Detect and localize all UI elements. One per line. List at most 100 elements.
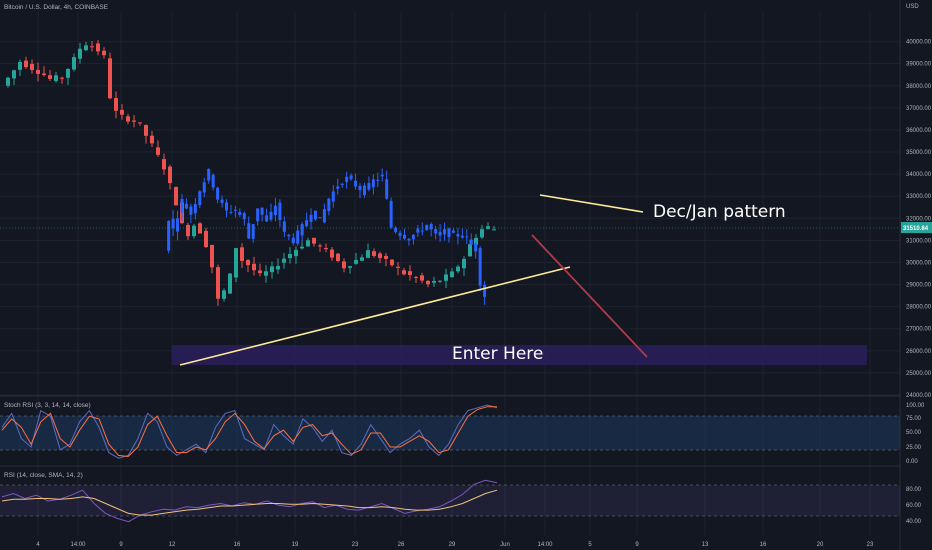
candle-body [402, 270, 406, 275]
price-tick-label: 40000.00 [906, 40, 932, 46]
projection-bar [260, 207, 264, 215]
projection-bar [176, 218, 180, 232]
price-tick-label: 33000.00 [906, 194, 932, 200]
candle-body [60, 77, 64, 79]
projection-bar [180, 198, 184, 213]
ascending-trendline[interactable] [179, 266, 571, 366]
price-tick-label: 27000.00 [906, 327, 932, 333]
price-tick-label: 36000.00 [906, 128, 932, 134]
projection-bar [371, 179, 375, 188]
projection-bar [314, 210, 317, 220]
candle-body [474, 237, 478, 246]
projection-bar [443, 229, 447, 235]
stoch-rsi-title: Stoch RSI (3, 3, 14, 14, close) [4, 402, 91, 409]
candle-body [492, 229, 496, 231]
candle-body [444, 274, 448, 281]
projection-bar [220, 199, 224, 203]
candle-body [102, 50, 106, 56]
projection-bar [238, 212, 242, 216]
candle-body [114, 98, 118, 111]
projection-bar [336, 186, 340, 189]
projection-bar [385, 179, 389, 199]
enter-here-annotation: Enter Here [452, 344, 543, 364]
projected-price-path [167, 168, 487, 305]
candle-body [372, 251, 376, 256]
price-axis[interactable]: 40000.00 39000.00 38000.00 37000.00 36000.00… [906, 40, 932, 399]
oscillator-series-line [1, 479, 498, 523]
candle-body [210, 244, 214, 268]
candle-body [78, 48, 82, 59]
rsi-lines [1, 479, 498, 523]
projection-bar [287, 234, 291, 237]
candle-body [450, 271, 454, 278]
oscillator-tick-label: 60.00 [906, 503, 922, 509]
oscillator-tick-label: 0.00 [906, 459, 918, 465]
candle-body [462, 258, 466, 269]
currency-label: USD [906, 4, 919, 10]
rsi-band [0, 485, 900, 516]
projection-bar [425, 225, 429, 230]
projection-bar [207, 168, 211, 181]
time-tick-label: 23 [867, 542, 874, 548]
time-tick-label: 20 [817, 542, 824, 548]
projection-bar [483, 284, 487, 297]
candle-body [174, 186, 178, 206]
candle-body [288, 253, 292, 259]
projection-bar [434, 229, 438, 234]
pattern-pointer-line[interactable] [539, 194, 644, 213]
candle-body [108, 58, 112, 99]
price-tick-label: 34000.00 [906, 172, 932, 178]
oscillator-tick-label: 75.00 [906, 416, 922, 422]
price-tick-label: 30000.00 [906, 260, 932, 266]
symbol-header: Bitcoin / U.S. Dollar, 4h, COINBASE [4, 4, 109, 11]
candle-body [324, 248, 328, 250]
time-axis[interactable]: 4 14:00 9 12 16 19 23 26 29 Jun 14:00 5 9 13 16 20 23 [36, 542, 874, 548]
oscillator-series-line [1, 404, 498, 459]
projection-bar [296, 230, 300, 244]
projection-bar [167, 220, 171, 251]
candle-body [192, 225, 196, 237]
time-tick-label: 14:00 [537, 542, 553, 548]
oscillator-tick-label: 40.00 [906, 519, 922, 525]
candle-body [330, 249, 334, 258]
candle-body [318, 245, 322, 247]
projection-bar [340, 183, 344, 186]
projection-bar [416, 228, 420, 233]
candle-body [24, 60, 28, 68]
projection-bar [380, 174, 384, 177]
projection-bar [389, 200, 393, 228]
oscillator-tick-label: 25.00 [906, 445, 922, 451]
candle-body [384, 255, 388, 259]
price-tick-label: 39000.00 [906, 62, 932, 68]
candle-body [438, 280, 442, 282]
projection-bar [202, 182, 206, 193]
time-tick-label: 4 [36, 542, 40, 548]
projection-bar [474, 243, 478, 252]
time-tick-label: 26 [398, 542, 405, 548]
current-price-tag [901, 222, 932, 233]
oscillator-tick-label: 100.00 [906, 403, 925, 409]
downward-target-line[interactable] [531, 234, 648, 358]
candle-body [186, 224, 190, 237]
candle-body [12, 70, 16, 79]
candle-body [270, 266, 274, 273]
projection-bar [278, 202, 282, 220]
candle-body [36, 69, 40, 74]
candle-body [342, 261, 346, 269]
projection-bar [171, 218, 175, 229]
time-tick-label: 9 [119, 542, 123, 548]
dec-jan-pattern-annotation: Dec/Jan pattern [653, 202, 786, 222]
candle-body [348, 266, 352, 268]
projection-bar [269, 211, 273, 220]
candle-body [294, 249, 298, 257]
candle-body [336, 253, 340, 261]
entry-zone [172, 345, 867, 365]
candle-body [156, 147, 160, 155]
candle-body [144, 125, 148, 136]
candle-body [42, 73, 46, 76]
candle-body [408, 271, 412, 276]
price-tick-label: 32000.00 [906, 216, 932, 222]
projection-bar [305, 220, 309, 227]
